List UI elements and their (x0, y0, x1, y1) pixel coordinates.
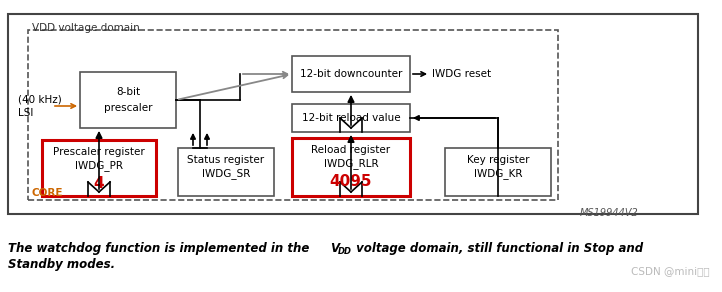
Text: 12-bit downcounter: 12-bit downcounter (300, 69, 402, 79)
Bar (80, 72, 176, 128)
Text: IWDG_PR: IWDG_PR (75, 161, 123, 171)
Bar (28, 30, 558, 200)
Text: IWDG_KR: IWDG_KR (474, 168, 522, 180)
Text: Reload register: Reload register (311, 145, 391, 155)
Text: LSI: LSI (18, 108, 33, 118)
Text: Standby modes.: Standby modes. (8, 258, 115, 271)
Text: Status register: Status register (188, 155, 264, 165)
Text: IWDG_SR: IWDG_SR (202, 168, 251, 180)
Bar (445, 148, 551, 196)
Text: The watchdog function is implemented in the: The watchdog function is implemented in … (8, 242, 313, 255)
Text: IWDG_RLR: IWDG_RLR (323, 159, 378, 169)
Text: IWDG reset: IWDG reset (432, 69, 491, 79)
Text: MS19944V2: MS19944V2 (579, 208, 638, 218)
Text: CORE: CORE (32, 188, 64, 198)
Bar (42, 140, 156, 196)
Bar (292, 56, 410, 92)
Text: 4095: 4095 (330, 175, 373, 190)
Text: VDD voltage domain: VDD voltage domain (32, 23, 140, 33)
Text: DD: DD (338, 247, 352, 256)
Text: Prescaler register: Prescaler register (53, 147, 145, 157)
Text: CSDN @mini积木: CSDN @mini积木 (631, 266, 710, 276)
Text: voltage domain, still functional in Stop and: voltage domain, still functional in Stop… (352, 242, 643, 255)
Text: V: V (330, 242, 339, 255)
Text: (40 kHz): (40 kHz) (18, 95, 62, 105)
Text: 8-bit: 8-bit (116, 87, 140, 97)
Bar (292, 104, 410, 132)
Text: 12-bit reload value: 12-bit reload value (302, 113, 400, 123)
Text: 4: 4 (94, 176, 104, 192)
Bar (292, 138, 410, 196)
Bar (178, 148, 274, 196)
Text: Key register: Key register (466, 155, 529, 165)
Bar (8, 14, 698, 214)
Text: prescaler: prescaler (104, 103, 152, 113)
Text: The watchdog function is implemented in the: The watchdog function is implemented in … (8, 242, 313, 255)
